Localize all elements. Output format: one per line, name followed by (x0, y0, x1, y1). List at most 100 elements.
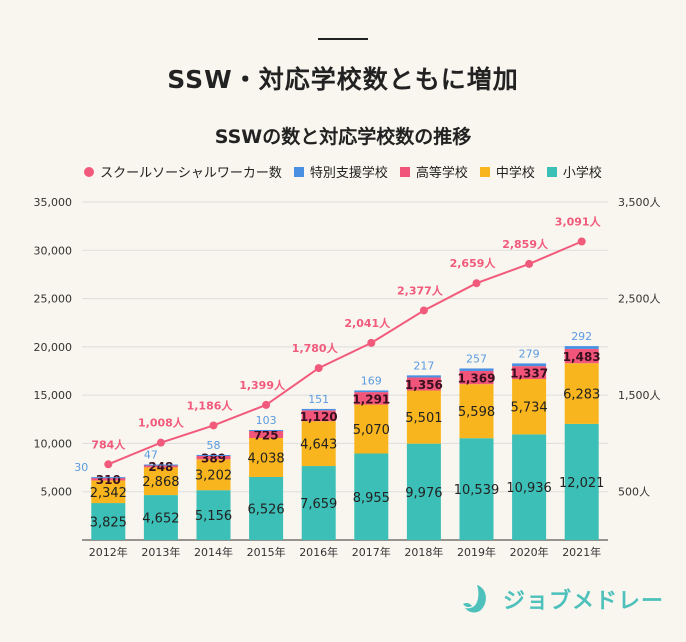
bar-segment (143, 464, 178, 466)
bar-segment (354, 390, 389, 393)
bar-segment (459, 438, 494, 540)
bar-segment (91, 477, 126, 479)
chart-title: SSWの数と対応学校数の推移 (214, 126, 472, 148)
data-label: 1,291 (352, 392, 390, 406)
bar-segment (512, 434, 547, 540)
ssw-label: 1,780人 (292, 341, 339, 355)
data-label: 47 (144, 449, 158, 462)
bar-segment (564, 348, 599, 364)
bar-segment (196, 455, 231, 460)
data-label: 1,369 (458, 372, 496, 386)
bar-segment (459, 384, 494, 439)
data-label: 12,021 (559, 476, 605, 491)
x-tick-label: 2018年 (404, 545, 443, 559)
data-label: 30 (74, 461, 88, 474)
bar-segment (459, 370, 494, 385)
ssw-point (209, 421, 218, 430)
data-label: 5,156 (195, 509, 232, 524)
x-tick-label: 2019年 (457, 545, 496, 559)
right-tick-label: 1,500人 (618, 389, 661, 402)
logo-text: ジョブメドレー (503, 589, 665, 614)
bar-segment (512, 379, 547, 435)
bar-segment (196, 490, 231, 540)
legend-dot-icon (84, 166, 95, 177)
bar-segment (406, 375, 441, 378)
data-label: 6,526 (247, 502, 284, 517)
legend-square-icon (293, 166, 304, 177)
legend-square-icon (479, 166, 490, 177)
left-tick-label: 15,000 (34, 389, 73, 402)
jobmedley-logo-icon (463, 585, 486, 613)
ssw-label: 3,091人 (555, 214, 602, 228)
legend-item-special: 特別支援学校 (293, 162, 388, 181)
legend-square-icon (399, 166, 410, 177)
logo: ジョブメドレー (463, 583, 664, 615)
bar-segment (143, 464, 178, 468)
data-label: 389 (201, 451, 226, 465)
bar-segment (143, 495, 178, 540)
data-label: 8,955 (353, 491, 390, 506)
data-label: 151 (308, 393, 329, 406)
legend: スクールソーシャルワーカー数 特別支援学校 高等学校 中学校 小学校 (0, 162, 686, 181)
bar-segment (406, 443, 441, 540)
data-label: 292 (571, 330, 592, 343)
ssw-label: 1,186人 (187, 398, 234, 412)
legend-item-high: 高等学校 (399, 162, 468, 181)
ssw-point (314, 364, 323, 373)
bar-segment (196, 459, 231, 491)
right-tick-label: 500人 (618, 486, 650, 499)
ssw-point (367, 338, 376, 347)
ssw-point (156, 438, 165, 447)
data-label: 5,734 (510, 401, 547, 416)
data-label: 4,652 (142, 512, 179, 527)
bar-segment (249, 437, 284, 477)
bar-segment (249, 476, 284, 540)
legend-square-icon (546, 166, 557, 177)
data-label: 58 (207, 439, 221, 452)
data-label: 1,483 (563, 350, 601, 364)
ssw-label: 2,859人 (502, 237, 549, 251)
data-label: 3,202 (195, 469, 232, 484)
bar-segment (406, 377, 441, 391)
ssw-label: 1,399人 (239, 378, 286, 392)
left-tick-label: 25,000 (34, 293, 73, 306)
data-label: 279 (519, 347, 540, 360)
left-tick-label: 5,000 (41, 486, 73, 499)
data-label: 1,356 (405, 378, 443, 392)
data-label: 310 (96, 473, 121, 487)
data-label: 257 (466, 352, 487, 365)
bar-segment (354, 453, 389, 540)
ssw-point (262, 400, 271, 409)
data-label: 5,598 (458, 405, 495, 420)
legend-item-middle: 中学校 (479, 162, 535, 181)
data-label: 103 (256, 414, 277, 427)
left-tick-label: 10,000 (34, 437, 73, 450)
data-label: 6,283 (563, 388, 600, 403)
data-label: 1,337 (510, 367, 548, 381)
x-tick-label: 2016年 (299, 545, 338, 559)
data-label: 725 (254, 428, 279, 442)
ssw-label: 784人 (91, 437, 126, 451)
bar-segment (301, 466, 336, 540)
ssw-point (577, 237, 586, 246)
data-label: 2,868 (142, 475, 179, 490)
right-tick-label: 2,500人 (618, 293, 661, 306)
legend-item-elementary: 小学校 (546, 162, 602, 181)
bar-segment (91, 477, 126, 481)
bar-segment (564, 363, 599, 424)
data-label: 4,643 (300, 438, 337, 453)
ssw-label: 2,041人 (344, 316, 391, 330)
x-tick-label: 2012年 (89, 545, 128, 559)
ssw-point (525, 259, 534, 268)
ssw-label: 1,008人 (138, 416, 185, 430)
x-tick-label: 2021年 (562, 545, 601, 559)
right-tick-label: 3,500人 (618, 196, 661, 209)
bar-segment (512, 366, 547, 380)
data-label: 9,976 (405, 486, 442, 501)
bar-segment (512, 363, 547, 367)
left-tick-label: 35,000 (34, 196, 73, 209)
bar-segment (91, 503, 126, 540)
bar-segment (406, 390, 441, 444)
ssw-point (419, 306, 428, 315)
